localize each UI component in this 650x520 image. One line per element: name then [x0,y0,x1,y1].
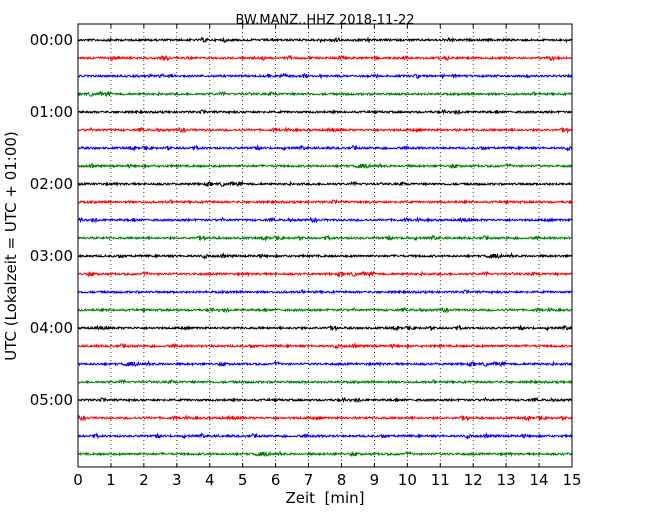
x-tick-label: 15 [562,471,581,489]
y-tick-label: 03:00 [30,247,73,265]
y-tick-label: 00:00 [30,31,73,49]
trace-0415 [77,341,573,350]
y-tick-label: 04:00 [30,319,73,337]
x-tick-label: 8 [337,471,347,489]
trace-0215 [77,198,573,205]
x-axis-label: Zeit [min] [285,489,364,507]
trace-0130 [77,144,573,152]
trace-0445 [77,378,573,385]
y-axis-label: UTC (Lokalzeit = UTC + 01:00) [2,131,20,361]
y-tick-label: 01:00 [30,103,73,121]
trace-0100 [77,108,573,116]
x-tick-label: 2 [139,471,149,489]
trace-0230 [77,216,573,224]
trace-0245 [77,234,573,242]
x-tick-label: 4 [205,471,215,489]
trace-0115 [77,126,573,134]
x-tick-label: 13 [497,471,516,489]
x-tick-label: 9 [370,471,380,489]
trace-0500 [77,396,573,404]
trace-0030 [77,72,573,80]
y-axis-ticks: 00:00 01:00 02:00 03:00 04:00 05:00 [30,31,572,409]
trace-0545 [77,449,573,458]
x-tick-label: 11 [431,471,450,489]
y-tick-label: 05:00 [30,391,73,409]
x-tick-label: 14 [530,471,549,489]
trace-0400 [77,324,573,332]
trace-0515 [77,414,573,422]
trace-0430 [77,359,573,368]
x-tick-label: 1 [106,471,116,489]
plot-frame [77,23,573,468]
trace-0045 [77,90,573,98]
chart-title: BW.MANZ..HHZ 2018-11-22 [235,13,414,28]
x-tick-label: 0 [73,471,83,489]
trace-0530 [77,431,573,440]
trace-0145 [77,161,573,170]
trace-0345 [77,306,573,314]
trace-0300 [77,251,573,260]
x-tick-label: 12 [464,471,483,489]
trace-0330 [77,288,573,295]
x-tick-label: 10 [398,471,417,489]
trace-0000 [77,36,573,44]
seismogram-traces [77,36,573,458]
x-tick-label: 7 [304,471,314,489]
x-tick-label: 5 [238,471,248,489]
y-tick-label: 02:00 [30,175,73,193]
x-tick-label: 3 [172,471,182,489]
x-tick-label: 6 [271,471,281,489]
x-axis-ticks: 0 1 2 3 4 5 6 7 8 9 10 11 12 13 14 15 [73,24,582,489]
trace-0200 [77,180,573,188]
trace-0015 [77,54,573,62]
trace-0315 [77,270,573,278]
